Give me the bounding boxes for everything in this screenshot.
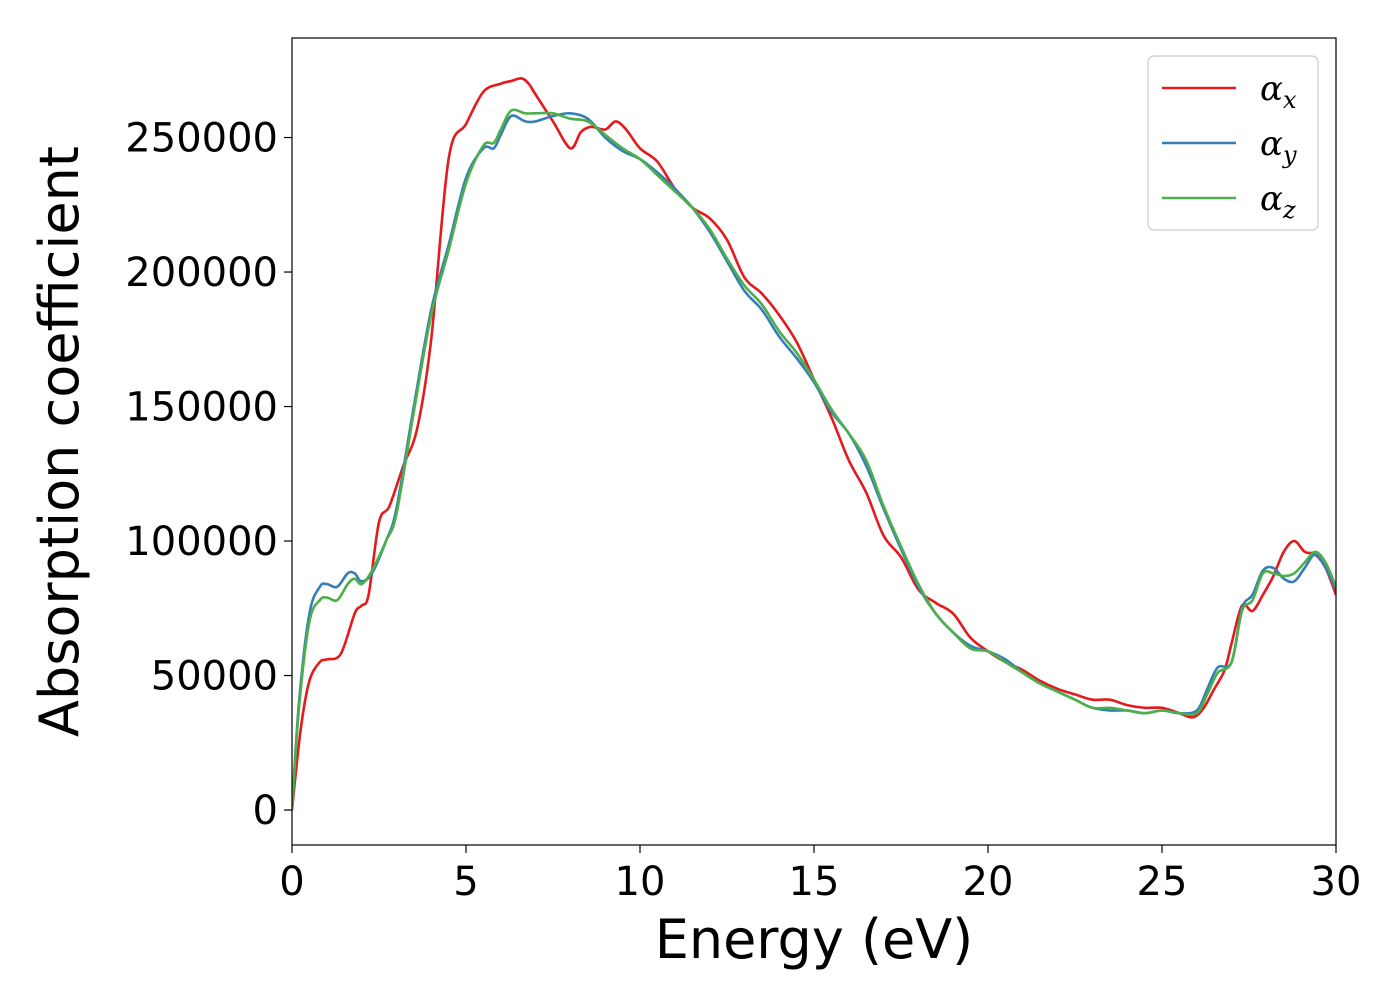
y-tick-label: 50000 xyxy=(151,654,278,700)
x-axis-title: Energy (eV) xyxy=(655,908,974,971)
x-tick-label: 0 xyxy=(279,859,304,905)
x-tick-label: 20 xyxy=(963,859,1014,905)
legend: αx αy αz xyxy=(1147,55,1319,231)
plot-lines xyxy=(292,77,1336,811)
y-tick-label: 150000 xyxy=(125,385,278,431)
y-tick-label: 200000 xyxy=(125,250,278,296)
legend-label-z: αz xyxy=(1260,179,1296,224)
series-line-x xyxy=(292,77,1336,811)
y-tick-label: 250000 xyxy=(125,116,278,162)
y-axis-title: Absorption coefficient xyxy=(28,146,91,737)
series-line-z xyxy=(292,108,1336,811)
y-tick-label: 100000 xyxy=(125,519,278,565)
y-tick-label: 0 xyxy=(253,788,278,834)
x-tick-label: 15 xyxy=(789,859,840,905)
legend-label-x: αx xyxy=(1260,69,1297,114)
x-axis-ticks: 0 5 10 15 20 25 30 xyxy=(279,845,1361,905)
legend-label-y: αy xyxy=(1260,124,1297,169)
x-tick-label: 30 xyxy=(1311,859,1362,905)
y-axis-ticks: 0 50000 100000 150000 200000 250000 xyxy=(125,116,292,834)
x-tick-label: 25 xyxy=(1137,859,1188,905)
x-tick-label: 10 xyxy=(615,859,666,905)
x-tick-label: 5 xyxy=(453,859,478,905)
